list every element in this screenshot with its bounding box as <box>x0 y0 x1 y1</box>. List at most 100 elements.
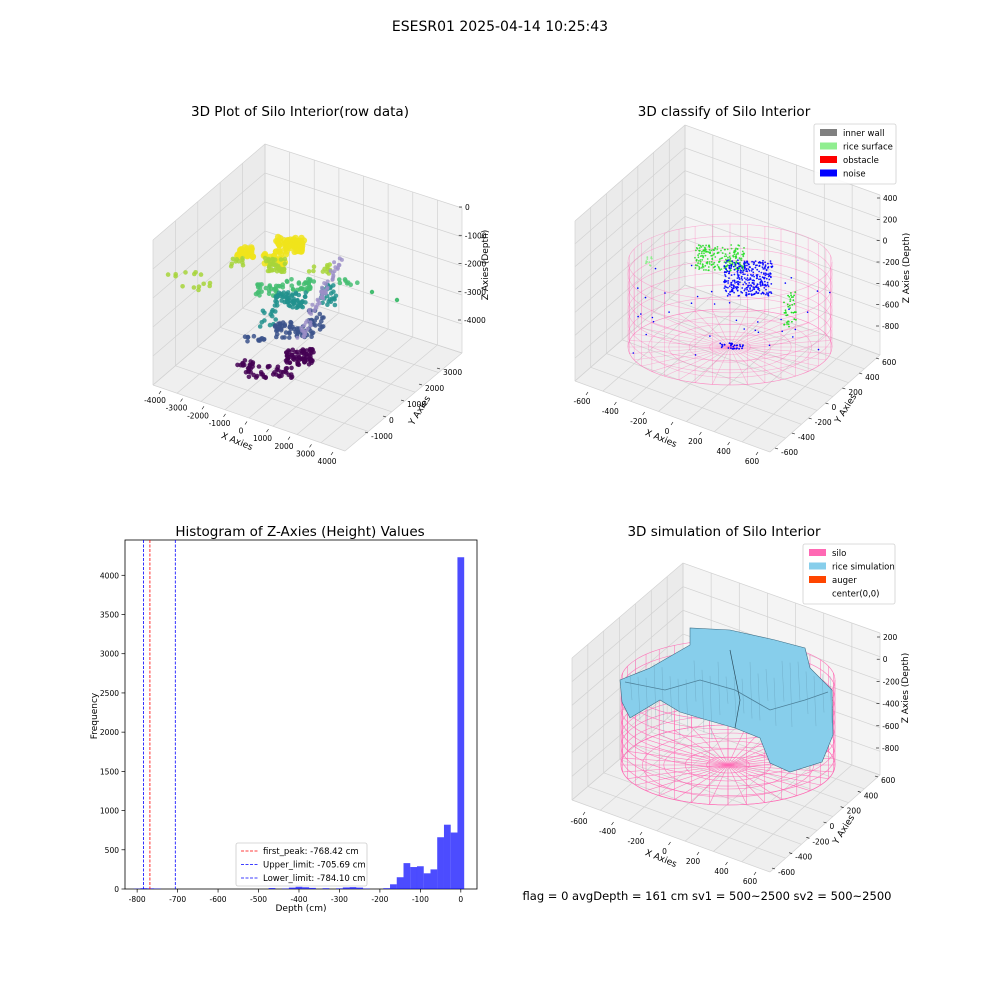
panel4-x-tick-mark <box>611 821 614 826</box>
data-point <box>764 267 766 270</box>
panel3-y-tick-label: 3000 <box>100 650 119 659</box>
data-point <box>287 330 292 336</box>
data-point <box>765 277 768 280</box>
grid-line <box>571 799 771 873</box>
data-point <box>742 273 745 276</box>
data-point <box>749 288 751 290</box>
data-point <box>787 305 790 308</box>
data-point <box>695 249 697 252</box>
silo-floor-spoke <box>651 346 731 372</box>
panel4-legend-frame <box>802 543 896 605</box>
panel4-y-tick-mark <box>771 867 776 870</box>
data-point <box>302 294 308 300</box>
panel4-legend-swatch <box>809 562 826 570</box>
data-point <box>275 364 281 370</box>
data-point <box>332 269 337 274</box>
panel1-z-tick-label: -4000 <box>464 316 486 325</box>
panel1-x-tick-label: -3000 <box>166 404 188 413</box>
data-point <box>240 361 245 367</box>
data-point <box>766 281 769 284</box>
data-point <box>721 246 724 249</box>
data-point <box>733 280 736 283</box>
panel2-legend-swatch <box>820 129 837 136</box>
data-point <box>201 281 206 287</box>
data-point <box>695 264 697 267</box>
data-point <box>738 276 740 279</box>
data-point <box>253 291 259 297</box>
silo-floor-spoke <box>629 340 731 348</box>
panel1-x-tick-mark <box>266 428 269 433</box>
grid-line <box>574 147 881 245</box>
data-point <box>767 273 770 276</box>
panel2-y-tick-mark <box>808 417 812 420</box>
data-point <box>736 289 739 292</box>
panel3-y-tick-label: 3500 <box>100 611 119 620</box>
data-point <box>764 274 767 277</box>
panel2-z-tick-label: -600 <box>882 301 899 310</box>
histogram-bar <box>302 887 310 889</box>
data-point <box>281 294 287 299</box>
data-point <box>748 278 751 281</box>
grid-line <box>714 334 825 432</box>
data-point <box>766 292 768 294</box>
data-point <box>711 258 714 261</box>
grid-line <box>344 352 463 452</box>
data-point <box>713 261 716 264</box>
data-point <box>307 310 312 315</box>
histogram-bar <box>437 837 444 889</box>
data-point <box>736 274 739 276</box>
data-point <box>743 328 745 330</box>
data-point <box>753 262 756 264</box>
silo-floor-ring <box>688 331 772 363</box>
data-point <box>296 303 302 308</box>
data-point <box>742 269 745 272</box>
data-point <box>712 266 715 269</box>
rice-surface-mesh <box>797 661 801 701</box>
data-point <box>697 244 700 247</box>
data-point <box>731 280 734 282</box>
panel4-y-tick-mark <box>874 775 879 778</box>
data-point <box>165 272 171 277</box>
data-point <box>730 244 733 246</box>
data-point <box>257 282 262 287</box>
data-point <box>706 258 709 260</box>
data-point <box>705 244 707 247</box>
silo-floor-spoke <box>729 346 819 367</box>
data-point <box>697 256 700 259</box>
data-point <box>317 327 323 332</box>
data-point <box>790 296 793 298</box>
data-point <box>755 290 758 293</box>
data-point <box>259 289 264 295</box>
data-point <box>767 262 769 265</box>
panel2-ylabel: Y Axies <box>833 392 859 426</box>
silo-floor-spoke <box>635 764 729 786</box>
panel1-x-tick-label: -4000 <box>144 396 166 405</box>
data-point <box>235 362 240 368</box>
grid-line <box>630 304 741 402</box>
panel3-x-ticks: -800 -700 -600 -500 -400 -300 -200 -100 0 <box>129 889 463 904</box>
data-point <box>727 256 729 259</box>
data-point <box>786 314 789 316</box>
data-point <box>764 261 766 264</box>
data-point <box>750 285 753 287</box>
data-point <box>742 255 745 258</box>
panel2-z-tick-label: -800 <box>882 322 899 331</box>
silo-floor-spoke <box>729 346 766 383</box>
data-point <box>736 347 738 349</box>
data-point <box>297 248 304 255</box>
data-point <box>760 271 763 274</box>
data-point <box>760 292 763 295</box>
data-point <box>701 250 703 253</box>
data-point <box>632 352 635 354</box>
panel3-x-tick-label: -700 <box>169 895 186 904</box>
data-point <box>746 274 749 276</box>
data-point <box>735 288 738 290</box>
data-point <box>287 360 293 365</box>
data-point <box>792 299 795 302</box>
silo-floor-spoke <box>635 744 729 766</box>
grid-line <box>741 764 853 862</box>
histogram-bar <box>349 887 357 889</box>
data-point <box>745 270 748 272</box>
panel2-x-tick-label: 0 <box>665 427 670 436</box>
histogram-bar <box>295 886 303 889</box>
